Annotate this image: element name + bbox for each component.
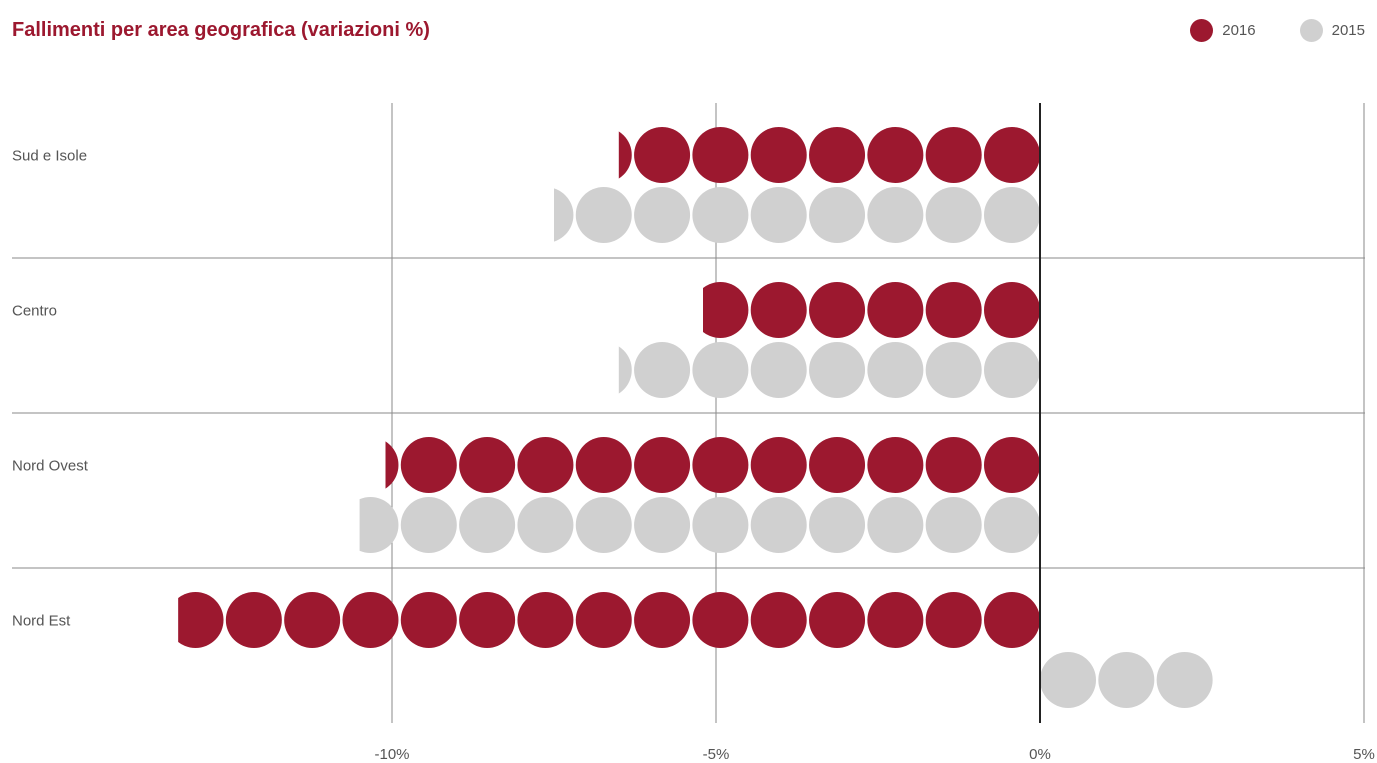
bar-2015-1 xyxy=(618,342,1040,398)
dot-2016 xyxy=(750,437,807,493)
x-tick-label: 5% xyxy=(1353,746,1375,763)
dot-2015 xyxy=(809,342,866,398)
bar-2015-0 xyxy=(554,187,1040,243)
dot-2015 xyxy=(984,342,1040,398)
dot-2016 xyxy=(984,592,1040,648)
dot-2015 xyxy=(359,497,399,553)
dot-2015 xyxy=(634,497,691,553)
dot-2015 xyxy=(867,342,924,398)
legend-swatch-2016 xyxy=(1190,19,1214,42)
dot-2016 xyxy=(867,282,924,338)
dot-2015 xyxy=(692,497,749,553)
dot-2016 xyxy=(750,127,807,183)
dot-2016 xyxy=(925,437,982,493)
dot-2015 xyxy=(575,187,632,243)
dot-2015 xyxy=(925,497,982,553)
dot-2015 xyxy=(867,497,924,553)
dot-2016 xyxy=(867,592,924,648)
dot-2015 xyxy=(925,187,982,243)
dot-2016 xyxy=(809,282,866,338)
category-label: Centro xyxy=(12,302,57,319)
bar-2016-0 xyxy=(618,127,1040,183)
dot-2015 xyxy=(867,187,924,243)
dot-2015 xyxy=(575,497,632,553)
dot-2015 xyxy=(1098,652,1155,708)
dot-2016 xyxy=(750,282,807,338)
dot-2015 xyxy=(750,497,807,553)
dot-2016 xyxy=(575,592,632,648)
legend-label-2015: 2015 xyxy=(1331,22,1365,39)
bar-2016-1 xyxy=(703,282,1040,338)
bar-2016-2 xyxy=(385,437,1040,493)
dot-2015 xyxy=(618,346,632,394)
chart-title: Fallimenti per area geografica (variazio… xyxy=(12,19,430,41)
dot-2016 xyxy=(984,437,1040,493)
dot-2016 xyxy=(750,592,807,648)
dot-2016 xyxy=(342,592,399,648)
dot-2016 xyxy=(692,592,749,648)
dot-2015 xyxy=(1040,652,1096,708)
legend-item-2015: 2015 xyxy=(1299,19,1365,42)
dot-2016 xyxy=(809,592,866,648)
dot-2016 xyxy=(692,127,749,183)
legend-item-2016: 2016 xyxy=(1190,19,1256,42)
dot-2015 xyxy=(400,497,457,553)
bar-2015-2 xyxy=(359,497,1040,553)
dot-2015 xyxy=(1156,652,1213,708)
dot-2016 xyxy=(925,127,982,183)
dot-2016 xyxy=(517,437,574,493)
dot-2016 xyxy=(634,437,691,493)
dot-2016 xyxy=(459,437,516,493)
legend: 2016 2015 xyxy=(1190,19,1365,42)
dot-2016 xyxy=(984,282,1040,338)
dot-2016 xyxy=(618,131,632,179)
bar-2015-3 xyxy=(1040,652,1213,708)
dot-2016 xyxy=(692,437,749,493)
dot-2016 xyxy=(400,592,457,648)
dot-2016 xyxy=(703,282,749,338)
dot-2015 xyxy=(750,342,807,398)
dot-2016 xyxy=(925,282,982,338)
x-tick-label: -10% xyxy=(374,746,409,763)
category-label: Sud e Isole xyxy=(12,147,87,164)
dot-2016 xyxy=(385,441,399,489)
dot-2015 xyxy=(517,497,574,553)
dot-2015 xyxy=(809,497,866,553)
dot-2016 xyxy=(225,592,282,648)
dot-2016 xyxy=(984,127,1040,183)
bar-2016-3 xyxy=(178,592,1040,648)
dot-2016 xyxy=(284,592,341,648)
legend-label-2016: 2016 xyxy=(1222,22,1256,39)
dot-2015 xyxy=(634,187,691,243)
dot-2015 xyxy=(809,187,866,243)
dot-2016 xyxy=(517,592,574,648)
dot-2015 xyxy=(459,497,516,553)
dot-2016 xyxy=(400,437,457,493)
dot-2016 xyxy=(809,437,866,493)
dot-2015 xyxy=(750,187,807,243)
dot-2016 xyxy=(178,592,224,648)
dot-2016 xyxy=(809,127,866,183)
dot-2016 xyxy=(575,437,632,493)
x-tick-label: 0% xyxy=(1029,746,1051,763)
dot-2016 xyxy=(867,437,924,493)
category-label: Nord Ovest xyxy=(12,457,89,474)
dot-2015 xyxy=(692,187,749,243)
dot-2015 xyxy=(984,187,1040,243)
dot-2015 xyxy=(634,342,691,398)
dot-2015 xyxy=(925,342,982,398)
dot-2015 xyxy=(554,188,574,242)
dot-2015 xyxy=(692,342,749,398)
dot-2016 xyxy=(925,592,982,648)
category-label: Nord Est xyxy=(12,612,71,629)
dot-2016 xyxy=(867,127,924,183)
legend-swatch-2015 xyxy=(1299,19,1323,42)
dot-2016 xyxy=(634,127,691,183)
dot-2015 xyxy=(984,497,1040,553)
dot-2016 xyxy=(634,592,691,648)
dot-2016 xyxy=(459,592,516,648)
x-tick-label: -5% xyxy=(703,746,730,763)
